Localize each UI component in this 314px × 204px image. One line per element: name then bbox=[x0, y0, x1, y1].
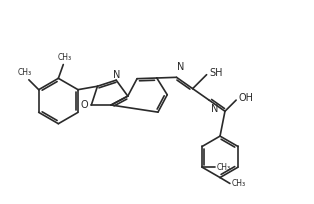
Text: SH: SH bbox=[209, 68, 223, 78]
Text: CH₃: CH₃ bbox=[217, 163, 231, 172]
Text: O: O bbox=[81, 100, 88, 110]
Text: N: N bbox=[211, 104, 218, 114]
Text: CH₃: CH₃ bbox=[18, 68, 32, 77]
Text: OH: OH bbox=[238, 93, 253, 103]
Text: N: N bbox=[113, 70, 121, 80]
Text: N: N bbox=[177, 62, 185, 72]
Text: CH₃: CH₃ bbox=[232, 179, 246, 188]
Text: CH₃: CH₃ bbox=[57, 53, 71, 62]
